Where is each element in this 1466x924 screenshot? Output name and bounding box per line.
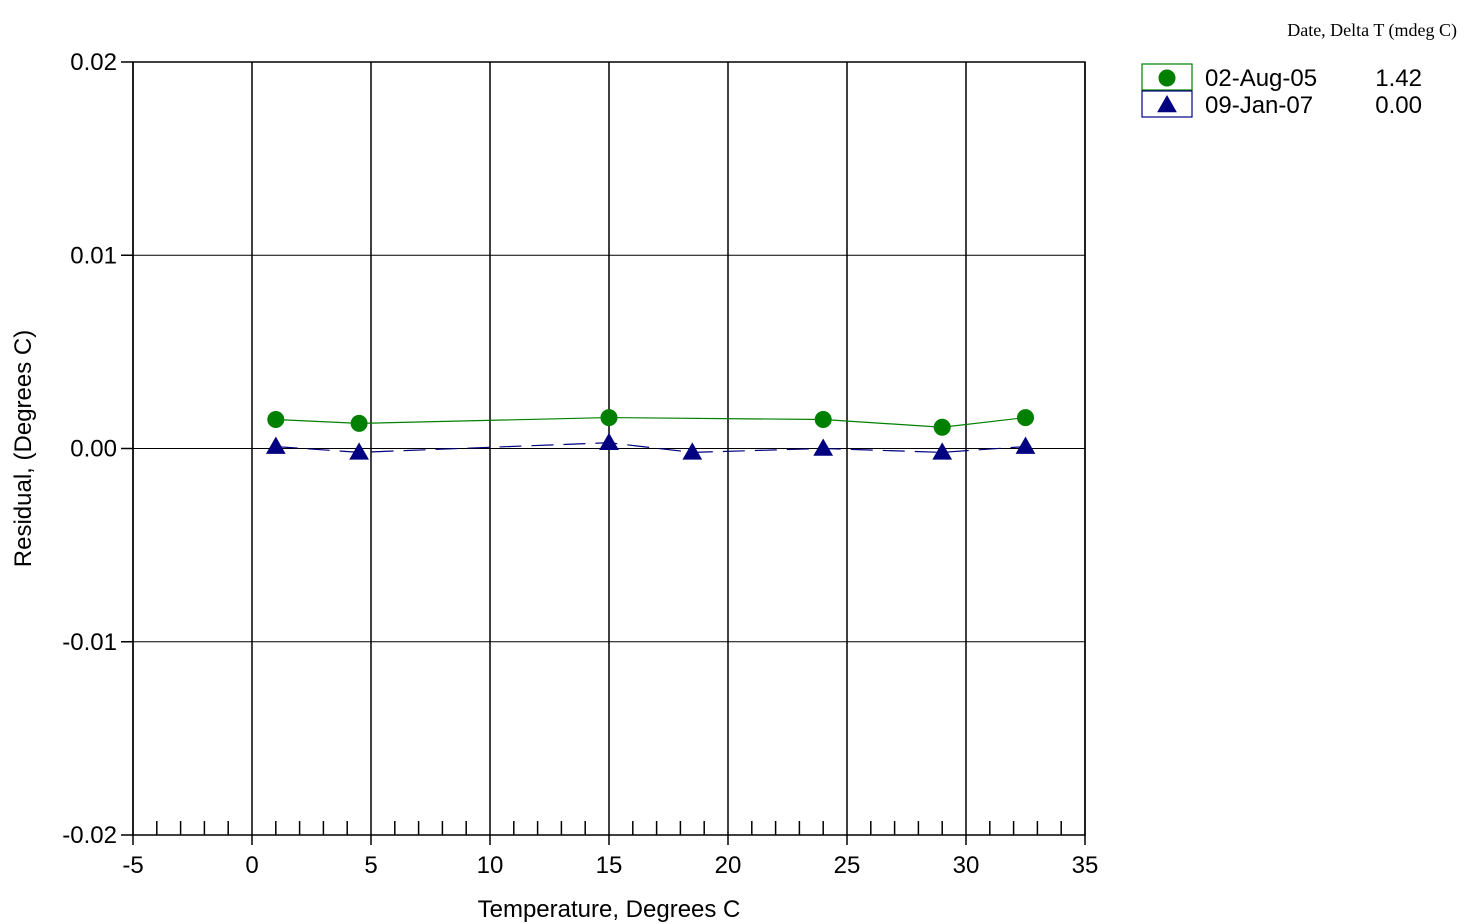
y-tick-label: 0.01	[70, 242, 117, 269]
y-tick-label: 0.02	[70, 49, 117, 76]
legend-swatch	[1141, 63, 1193, 91]
data-point	[1015, 436, 1036, 454]
y-tick-label: 0.00	[70, 436, 117, 463]
data-point	[350, 414, 368, 432]
series-1	[267, 409, 1034, 436]
data-point	[349, 442, 369, 460]
data-point	[682, 442, 703, 460]
data-point	[814, 411, 832, 429]
x-tick-labels: -5 0 5 10 15 20 25 30 35	[122, 852, 1098, 879]
y-tick-label: -0.02	[62, 822, 117, 849]
y-axis-label: Residual, (Degrees C)	[10, 330, 37, 567]
x-minor-ticks	[132, 821, 1086, 845]
x-tick-label: 5	[364, 852, 377, 879]
series-line	[275, 442, 1026, 453]
data-point	[267, 411, 285, 429]
data-point	[813, 438, 834, 456]
y-tick-labels: 0.02 0.01 0.00 -0.01 -0.02	[62, 49, 117, 849]
data-point	[1017, 409, 1034, 427]
legend-swatch	[1141, 90, 1193, 118]
series-line	[275, 416, 1026, 428]
legend: Date, Delta T (mdeg C) 02-Aug-05 1.4209-J…	[1141, 20, 1457, 119]
x-tick-label: 10	[477, 852, 504, 879]
data-point	[932, 442, 953, 460]
series-layer	[265, 409, 1036, 460]
legend-item: 09-Jan-07 0.00	[1141, 90, 1422, 119]
legend-series-name: 09-Jan-07	[1205, 92, 1313, 119]
x-tick-label: 25	[834, 852, 861, 879]
x-tick-label: 35	[1072, 852, 1099, 879]
x-tick-label: 30	[953, 852, 980, 879]
legend-item: 02-Aug-05 1.42	[1141, 63, 1422, 92]
legend-delta-t: 0.00	[1375, 92, 1422, 119]
x-tick-label: 20	[715, 852, 742, 879]
legend-delta-t: 1.42	[1375, 65, 1422, 92]
legend-series-name: 02-Aug-05	[1205, 65, 1317, 92]
data-point	[599, 432, 619, 450]
data-point	[600, 409, 618, 427]
triangle-icon	[1157, 94, 1177, 113]
series-2	[265, 432, 1036, 460]
data-point	[933, 418, 951, 436]
circle-icon	[1158, 69, 1176, 87]
legend-title: Date, Delta T (mdeg C)	[1287, 20, 1457, 41]
x-tick-label: -5	[122, 852, 143, 879]
x-tick-label: 15	[596, 852, 623, 879]
y-tick-label: -0.01	[62, 629, 117, 656]
data-point	[265, 436, 286, 454]
x-axis-label: Temperature, Degrees C	[478, 896, 741, 923]
x-tick-label: 0	[245, 852, 258, 879]
